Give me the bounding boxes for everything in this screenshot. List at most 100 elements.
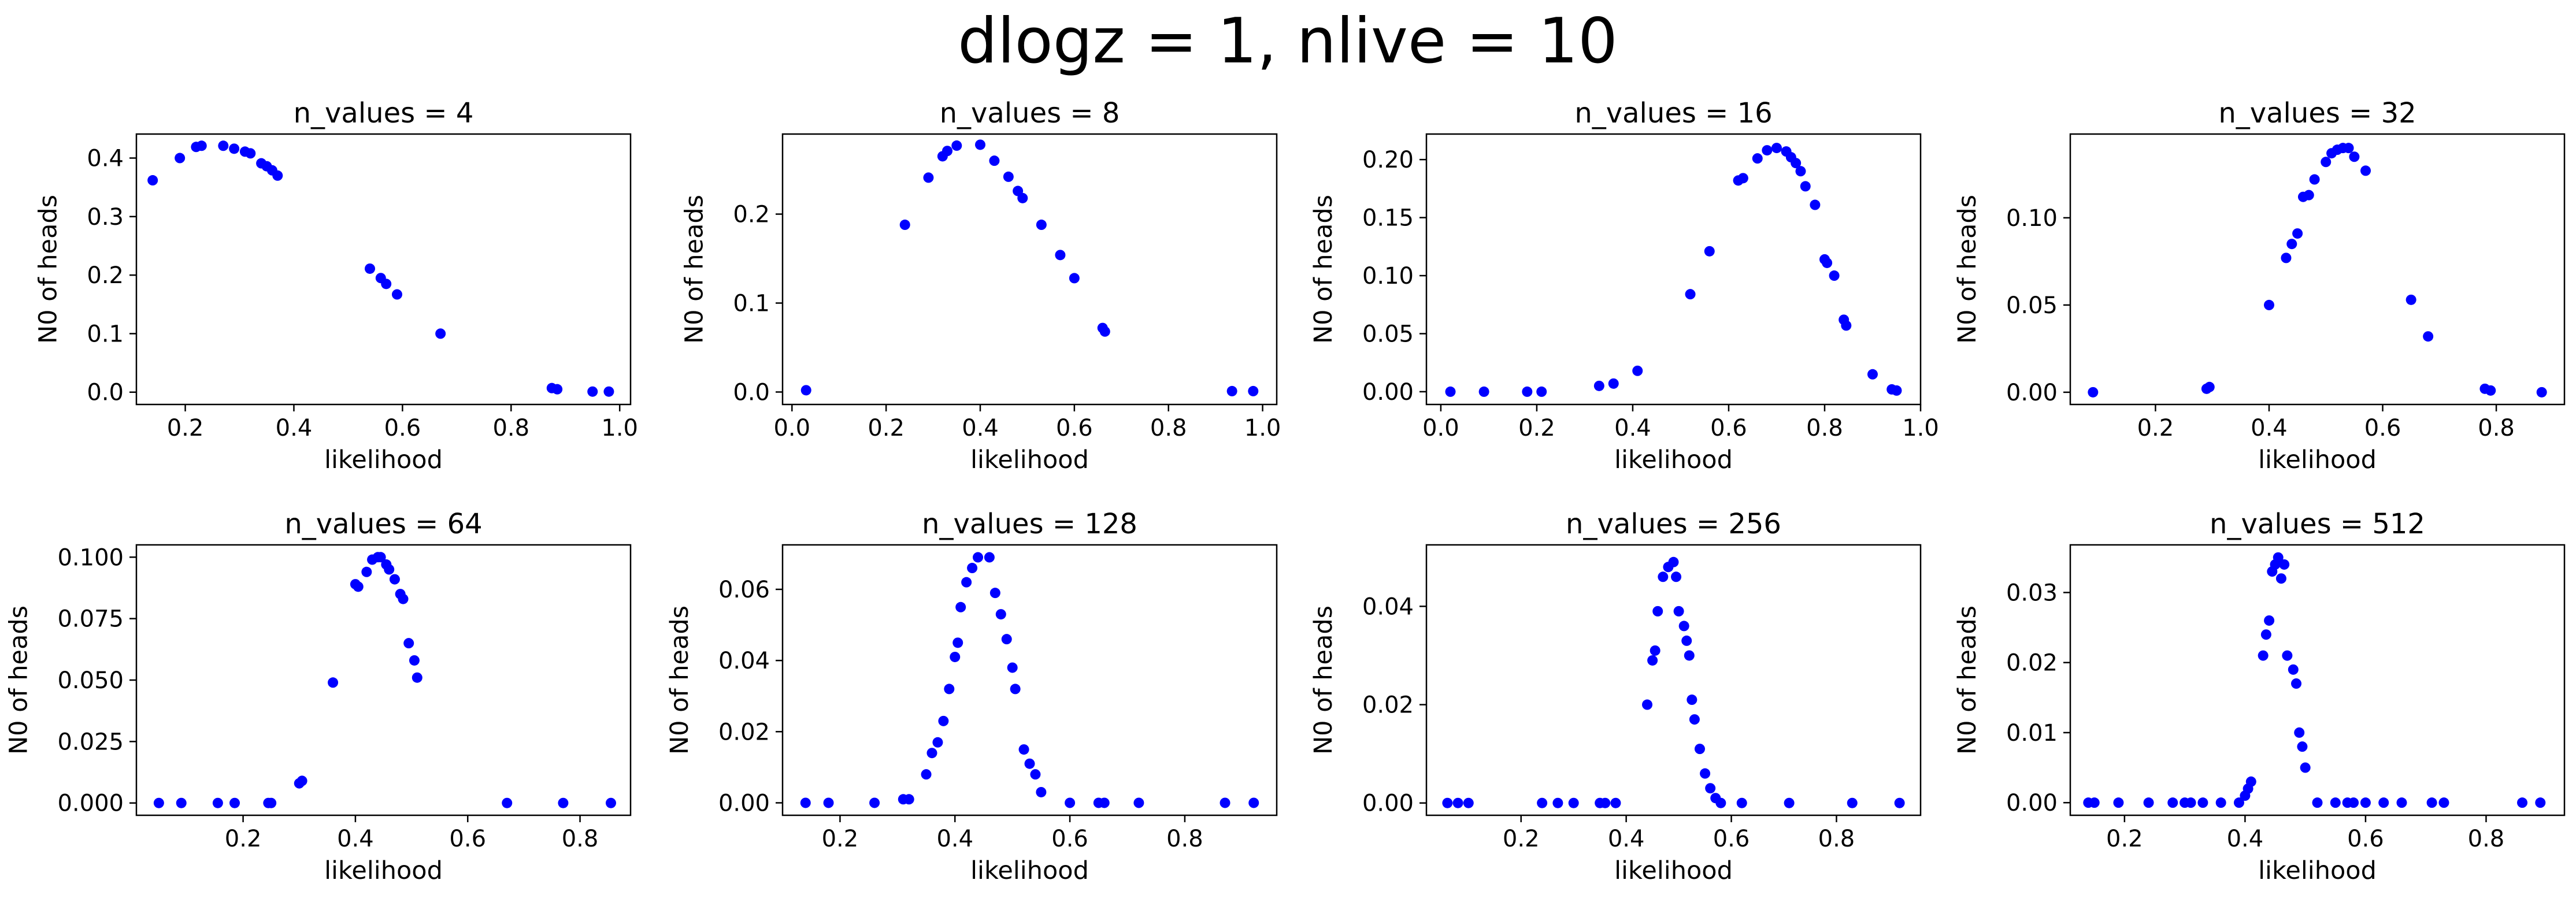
data-point [1463, 797, 1474, 808]
data-point [2423, 331, 2434, 342]
data-point [502, 797, 513, 808]
x-tick-label: 0.0 [773, 415, 810, 441]
data-point [800, 385, 811, 396]
subplot-title: n_values = 256 [1566, 508, 1781, 540]
x-tick-label: 0.6 [384, 415, 421, 441]
data-point [1715, 797, 1726, 808]
y-tick-label: 0.100 [57, 544, 124, 571]
data-point [1762, 145, 1773, 156]
data-point [1671, 571, 1682, 582]
data-point [147, 175, 158, 186]
x-tick-label: 0.6 [1051, 826, 1088, 852]
y-axis-label: N0 of heads [680, 195, 709, 344]
data-point [412, 672, 422, 683]
data-point [942, 146, 952, 157]
data-point [2349, 151, 2360, 162]
x-tick-label: 0.4 [936, 826, 973, 852]
data-point [1632, 365, 1643, 376]
data-point [2378, 797, 2389, 808]
data-point [1847, 797, 1858, 808]
data-point [328, 677, 339, 688]
data-point [938, 715, 949, 726]
x-tick-label: 0.6 [1713, 826, 1750, 852]
x-tick-label: 0.2 [2137, 415, 2174, 441]
data-point [1668, 556, 1679, 567]
data-point [229, 797, 240, 808]
data-point [1652, 606, 1663, 617]
y-tick-label: 0.03 [2006, 580, 2058, 606]
data-point [1001, 634, 1012, 645]
data-point [1791, 158, 1802, 169]
data-point [176, 797, 187, 808]
data-point [2294, 727, 2305, 738]
y-tick-label: 0.01 [2006, 720, 2058, 747]
data-point [952, 637, 963, 648]
data-point [1841, 320, 1852, 331]
data-point [1610, 797, 1621, 808]
subplot-4: n_values = 32 likelihood N0 of heads 0.2 0.4… [1953, 97, 2566, 474]
data-point [989, 588, 1000, 599]
data-point [1704, 246, 1715, 257]
subplot-title: n_values = 32 [2218, 97, 2416, 129]
data-point [1552, 797, 1563, 808]
data-point [296, 775, 307, 786]
x-tick-label: 1.0 [1244, 415, 1281, 441]
data-point [1894, 797, 1905, 808]
y-tick-label: 0.3 [87, 204, 124, 231]
y-tick-label: 0.05 [2006, 292, 2058, 319]
data-point [1681, 635, 1692, 646]
x-tick-label: 0.8 [1806, 415, 1843, 441]
y-tick-label: 0.075 [57, 606, 124, 633]
data-point [2303, 190, 2314, 200]
data-point [1689, 714, 1700, 725]
data-point [967, 563, 978, 574]
x-tick-label: 0.6 [449, 826, 486, 852]
data-point [961, 577, 972, 588]
x-tick-label: 0.6 [2364, 415, 2401, 441]
y-axis-label: N0 of heads [5, 606, 34, 755]
data-point [1891, 385, 1902, 396]
data-point [1795, 166, 1806, 177]
data-point [1069, 273, 1080, 284]
y-tick-label: 0.10 [1362, 263, 1414, 289]
data-point [153, 797, 164, 808]
data-point [552, 384, 563, 395]
data-point [2517, 797, 2528, 808]
data-point [2260, 629, 2271, 640]
data-point [1017, 192, 1028, 203]
plot-frame [1425, 133, 1922, 406]
x-axis-label: likelihood [1614, 856, 1733, 885]
data-point [1003, 171, 1014, 182]
data-point [409, 655, 420, 666]
data-point [391, 289, 402, 300]
data-point [1522, 386, 1533, 397]
data-point [1036, 786, 1047, 797]
data-point [1133, 797, 1144, 808]
data-point [1007, 662, 1018, 673]
y-tick-label: 0.00 [1362, 790, 1414, 817]
data-point [2405, 294, 2416, 305]
x-axis-label: likelihood [1614, 445, 1733, 474]
data-point [1684, 650, 1695, 661]
data-point [2282, 650, 2293, 661]
data-point [2312, 797, 2323, 808]
subplot-2: n_values = 8 likelihood N0 of heads 0.0 0.2 0… [680, 97, 1281, 474]
data-point [272, 170, 283, 181]
data-point [398, 593, 409, 604]
x-tick-label: 0.4 [1608, 826, 1645, 852]
data-point [1537, 797, 1548, 808]
x-axis-label: likelihood [2258, 445, 2377, 474]
y-axis-label: N0 of heads [1953, 606, 1982, 755]
data-point [1010, 684, 1021, 695]
data-point [1829, 270, 1840, 281]
data-point [558, 797, 569, 808]
subplot-grid: n_values = 4 likelihood N0 of heads 0.2 0.4 0… [5, 97, 2566, 885]
data-point [2291, 678, 2302, 689]
data-point [1248, 385, 1259, 396]
x-tick-label: 1.0 [601, 415, 638, 441]
data-point [1024, 758, 1035, 769]
x-tick-label: 0.2 [1518, 415, 1555, 441]
subplot-title: n_values = 8 [940, 97, 1120, 129]
data-point [1478, 386, 1489, 397]
data-point [2258, 650, 2269, 661]
